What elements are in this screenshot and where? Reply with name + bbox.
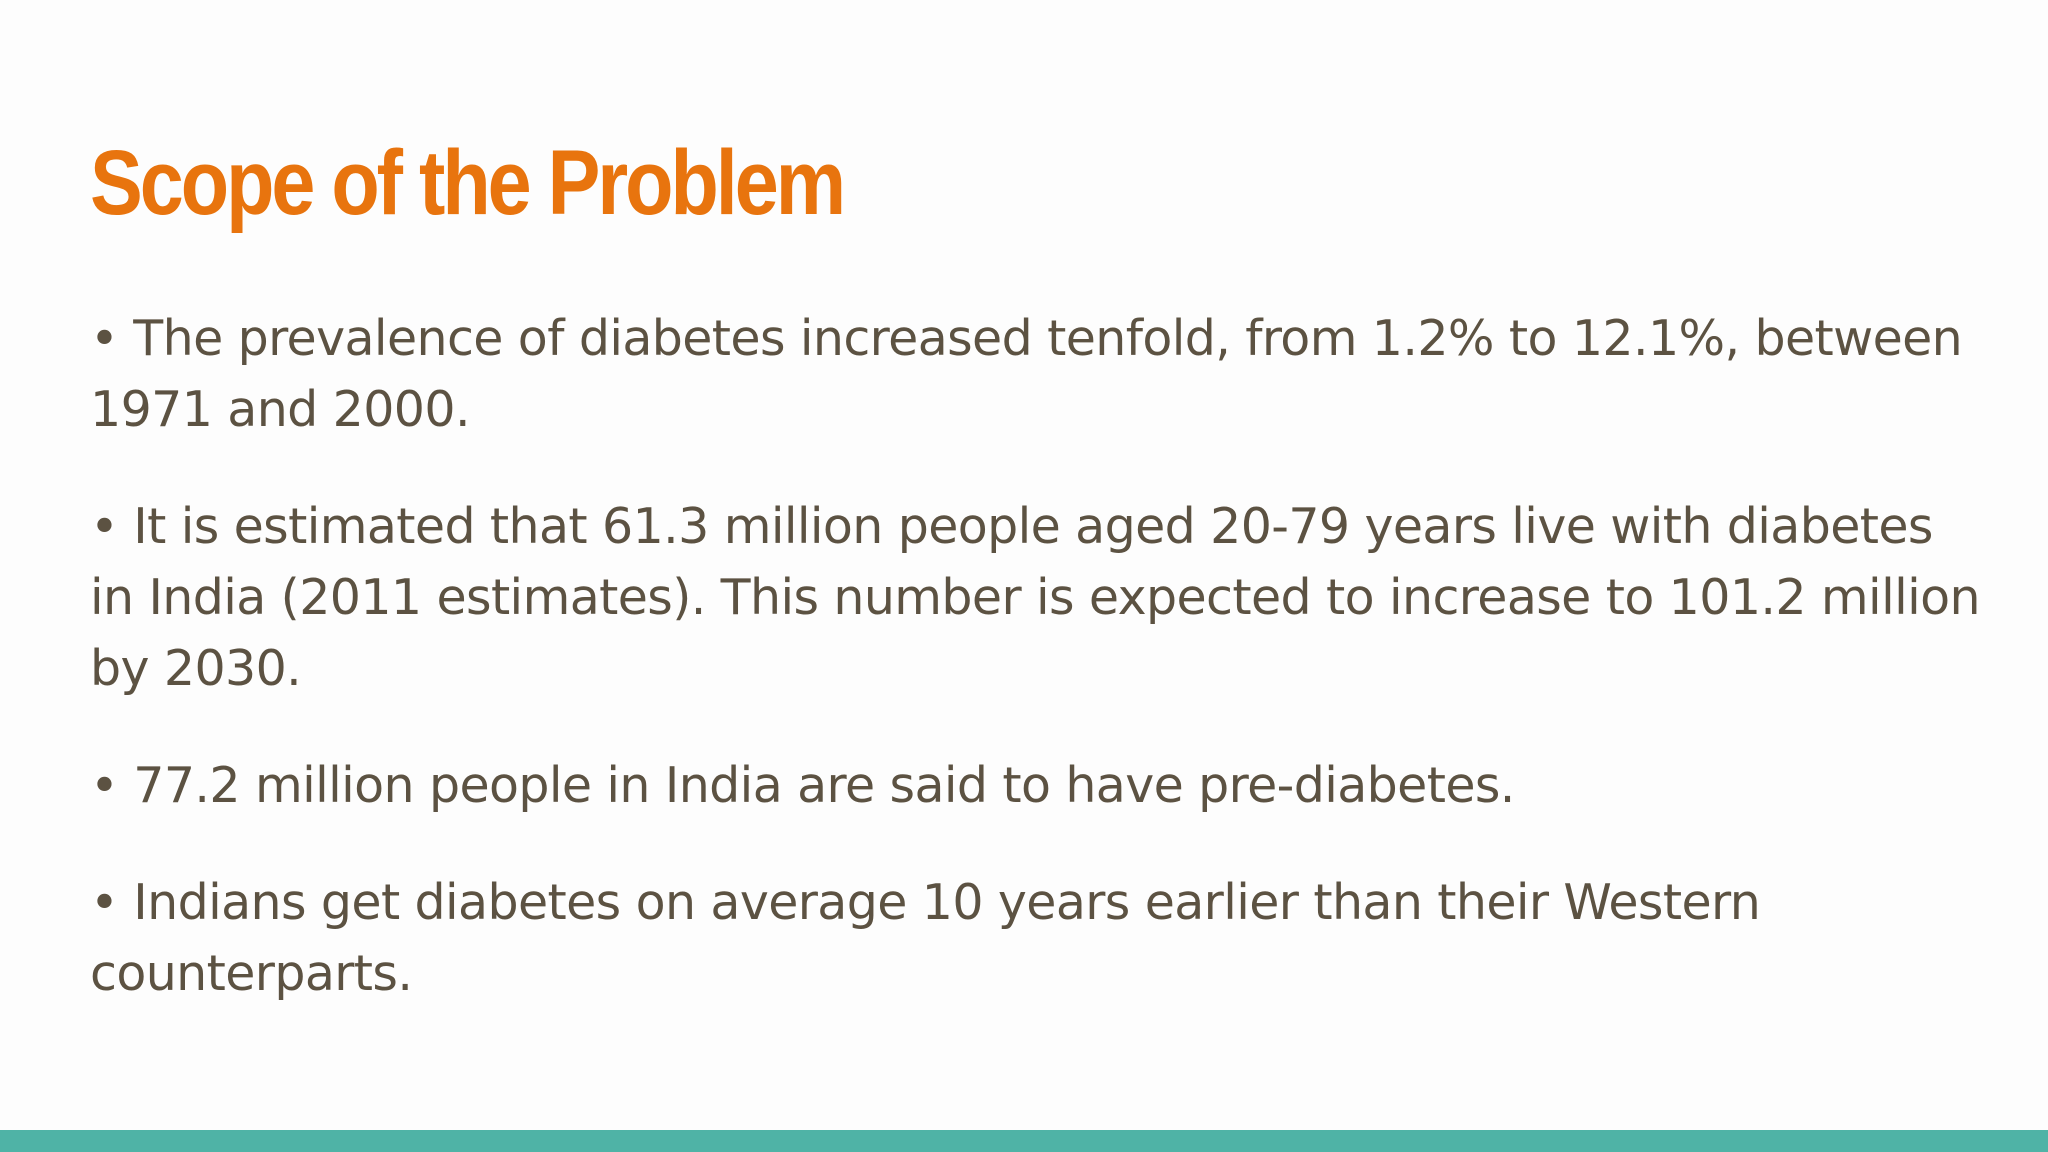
bullet-list: • The prevalence of diabetes increased t…: [90, 303, 1990, 1055]
bullet-item: • 77.2 million people in India are said …: [90, 757, 1515, 814]
bullet-item: • The prevalence of diabetes increased t…: [90, 310, 1963, 438]
bullet-item: • Indians get diabetes on average 10 yea…: [90, 874, 1761, 1002]
slide-title: Scope of the Problem: [90, 132, 846, 234]
bullet-item: • It is estimated that 61.3 million peop…: [90, 498, 1981, 697]
bottom-accent-bar: [0, 1130, 2048, 1152]
